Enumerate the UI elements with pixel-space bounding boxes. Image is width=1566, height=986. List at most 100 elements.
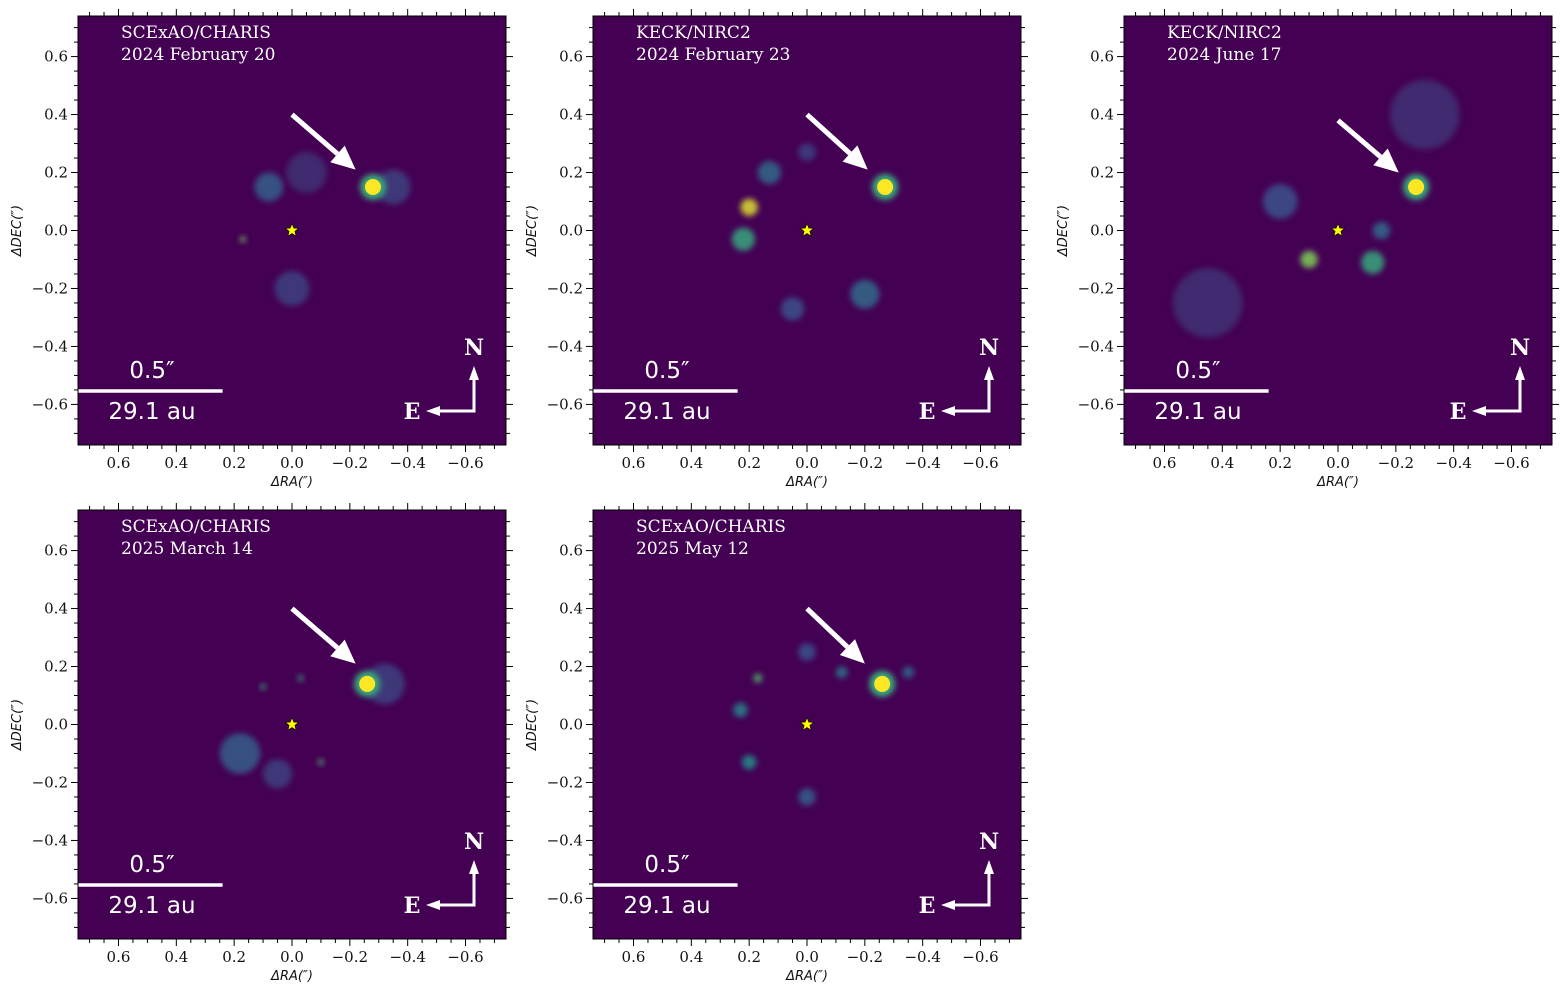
companion-source (359, 174, 386, 201)
compass-east-label: E (919, 399, 936, 425)
x-tick-label: −0.2 (332, 948, 368, 966)
pointer-arrow-icon (290, 606, 356, 664)
y-tick-label: −0.4 (547, 831, 583, 849)
panel-4: SCExAO/CHARIS 2025 March 14 0.5″ 29.1 au N E 0… (0, 494, 520, 984)
compass-icon: NE (404, 829, 484, 919)
compass-north-label: N (464, 829, 484, 855)
star-icon (284, 716, 300, 731)
x-tick-label: 0.0 (280, 454, 304, 472)
y-tick-label: 0.2 (44, 164, 68, 182)
scale-bar-au-label: 29.1 au (623, 893, 710, 919)
axis-ticks (71, 503, 513, 946)
y-tick-label: 0.4 (559, 600, 583, 618)
x-tick-label: 0.6 (107, 454, 131, 472)
y-tick-label: 0.6 (559, 542, 583, 560)
x-tick-label: 0.4 (679, 948, 703, 966)
y-tick-label: −0.2 (547, 279, 583, 297)
y-tick-label: −0.2 (547, 773, 583, 791)
x-axis-label: ΔRA(″) (270, 969, 313, 984)
speckle-features (239, 152, 411, 306)
y-tick-label: 0.0 (559, 716, 583, 734)
x-tick-label: −0.2 (332, 454, 368, 472)
y-tick-label: 0.2 (44, 658, 68, 676)
x-axis-label: ΔRA(″) (270, 475, 313, 490)
axis-ticks (586, 503, 1028, 946)
y-tick-label: −0.6 (1078, 395, 1114, 413)
speckle-features (219, 663, 405, 789)
y-axis-label: ΔDEC(″) (10, 699, 25, 751)
scale-bar-arcsec-label: 0.5″ (129, 358, 175, 384)
star-icon (284, 222, 300, 237)
x-tick-label: 0.6 (622, 454, 646, 472)
y-tick-label: −0.6 (32, 395, 68, 413)
compass-north-label: N (979, 335, 999, 361)
x-tick-label: 0.2 (737, 948, 761, 966)
y-tick-label: 0.2 (559, 164, 583, 182)
x-tick-label: −0.6 (1493, 454, 1529, 472)
panel-5: SCExAO/CHARIS 2025 May 12 0.5″ 29.1 au N E 0.6… (515, 494, 1035, 984)
scale-bar-arcsec-label: 0.5″ (1175, 358, 1221, 384)
compass-east-label: E (404, 893, 421, 919)
x-tick-label: 0.0 (795, 948, 819, 966)
companion-source (872, 174, 899, 201)
x-tick-label: 0.0 (280, 948, 304, 966)
x-tick-label: −0.4 (389, 948, 425, 966)
x-tick-label: 0.4 (679, 454, 703, 472)
compass-north-label: N (979, 829, 999, 855)
y-tick-label: −0.4 (1078, 337, 1114, 355)
compass-north-label: N (464, 335, 484, 361)
compass-icon: NE (919, 829, 999, 919)
x-tick-label: −0.6 (447, 948, 483, 966)
scale-bar-au-label: 29.1 au (623, 399, 710, 425)
x-tick-label: 0.2 (1268, 454, 1292, 472)
compass-east-label: E (404, 399, 421, 425)
y-tick-label: 0.6 (1090, 48, 1114, 66)
x-tick-label: −0.6 (962, 948, 998, 966)
pointer-arrow-icon (805, 112, 868, 170)
star-icon (799, 716, 815, 731)
x-tick-label: 0.0 (795, 454, 819, 472)
date-label: 2024 June 17 (1167, 45, 1281, 65)
y-tick-label: 0.4 (44, 600, 68, 618)
y-tick-label: 0.4 (44, 106, 68, 124)
compass-north-label: N (1510, 335, 1530, 361)
y-tick-label: 0.0 (1090, 222, 1114, 240)
x-tick-label: −0.6 (447, 454, 483, 472)
y-tick-label: −0.4 (32, 337, 68, 355)
x-tick-label: −0.4 (1435, 454, 1471, 472)
x-tick-label: −0.2 (1378, 454, 1414, 472)
x-axis-label: ΔRA(″) (785, 969, 828, 984)
scale-bar-arcsec-label: 0.5″ (644, 358, 690, 384)
y-tick-label: 0.6 (44, 542, 68, 560)
y-axis-label: ΔDEC(″) (10, 205, 25, 257)
y-tick-label: 0.4 (559, 106, 583, 124)
y-tick-label: −0.6 (32, 889, 68, 907)
scale-bar-au-label: 29.1 au (1154, 399, 1241, 425)
compass-east-label: E (919, 893, 936, 919)
axis-ticks (586, 9, 1028, 452)
y-axis-label: ΔDEC(″) (1056, 205, 1071, 257)
x-tick-label: −0.4 (904, 948, 940, 966)
x-tick-label: 0.6 (107, 948, 131, 966)
x-tick-label: −0.4 (389, 454, 425, 472)
pointer-arrow-icon (290, 112, 356, 170)
x-tick-label: 0.6 (1153, 454, 1177, 472)
y-tick-label: 0.0 (44, 716, 68, 734)
companion-source (1403, 174, 1430, 201)
axis-ticks (1117, 9, 1559, 452)
y-tick-label: −0.4 (32, 831, 68, 849)
y-tick-label: −0.6 (547, 395, 583, 413)
x-tick-label: −0.6 (962, 454, 998, 472)
companion-source (869, 670, 896, 697)
x-axis-label: ΔRA(″) (1316, 475, 1359, 490)
y-tick-label: 0.6 (44, 48, 68, 66)
panel-3: KECK/NIRC2 2024 June 17 0.5″ 29.1 au N E 0.6 0.… (1046, 0, 1566, 490)
y-tick-label: −0.2 (32, 773, 68, 791)
y-axis-label: ΔDEC(″) (525, 699, 540, 751)
x-tick-label: 0.2 (737, 454, 761, 472)
y-tick-label: 0.6 (559, 48, 583, 66)
